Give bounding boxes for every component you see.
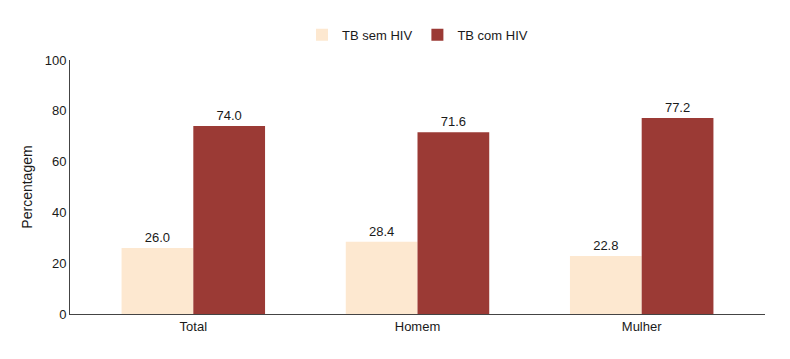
svg-text:0: 0 — [59, 307, 66, 322]
svg-text:26.0: 26.0 — [145, 230, 170, 245]
svg-text:77.2: 77.2 — [665, 100, 690, 115]
svg-text:Mulher: Mulher — [622, 319, 662, 334]
svg-text:80: 80 — [52, 103, 66, 118]
svg-text:100: 100 — [45, 53, 67, 68]
svg-text:20: 20 — [52, 256, 66, 271]
svg-text:TB sem HIV: TB sem HIV — [342, 28, 412, 43]
svg-text:28.4: 28.4 — [369, 224, 394, 239]
svg-text:Homem: Homem — [395, 319, 441, 334]
svg-text:Total: Total — [180, 319, 208, 334]
svg-text:Percentagem: Percentagem — [19, 145, 35, 228]
svg-text:71.6: 71.6 — [441, 114, 466, 129]
svg-text:74.0: 74.0 — [217, 108, 242, 123]
svg-text:22.8: 22.8 — [593, 238, 618, 253]
svg-text:40: 40 — [52, 205, 66, 220]
svg-text:60: 60 — [52, 154, 66, 169]
svg-text:TB com HIV: TB com HIV — [457, 28, 527, 43]
